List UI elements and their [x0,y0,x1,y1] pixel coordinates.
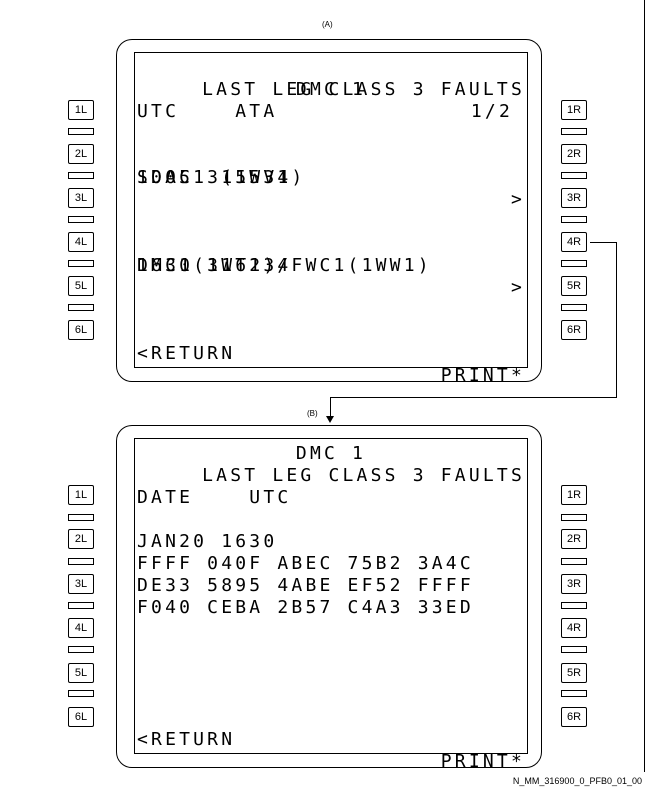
mcdu-screen-a: DMC 1 1/2 LAST LEG CLASS 3 FAULTS UTC AT… [134,52,528,386]
lsk-3r-a[interactable]: 3R [561,188,587,208]
figure-id: N_MM_316900_0_PFB0_01_00 [512,776,642,786]
lsk-slot [68,172,94,179]
fault-2-code: 1630 316234 [137,255,292,276]
lsk-slot [68,558,94,565]
connector-wire-h2 [330,397,617,399]
screen-title: DMC 1 [295,79,367,100]
date-utc-line: JAN20 1630 [137,531,278,552]
lsk-slot [561,514,587,521]
return-prompt[interactable]: <RETURN [137,343,236,364]
column-headers: DATE UTC [137,487,292,508]
lsk-1l-b[interactable]: 1L [68,485,94,505]
screen-header: LAST LEG CLASS 3 FAULTS [202,79,525,100]
lsk-slot [68,216,94,223]
lsk-slot [68,128,94,135]
lsk-4l-a[interactable]: 4L [68,232,94,252]
lsk-slot [561,172,587,179]
screen-header: LAST LEG CLASS 3 FAULTS [202,465,525,486]
lsk-slot [68,646,94,653]
hex-row: DE33 5895 4ABE EF52 FFFF [137,575,474,596]
lsk-slot [561,690,587,697]
lsk-4r-a[interactable]: 4R [561,232,587,252]
lsk-slot [68,260,94,267]
lsk-slot [561,304,587,311]
lsk-slot [68,304,94,311]
lsk-5r-b[interactable]: 5R [561,663,587,683]
lsk-slot [561,260,587,267]
print-prompt[interactable]: PRINT* [440,751,525,772]
lsk-slot [561,602,587,609]
lsk-1l-a[interactable]: 1L [68,100,94,120]
lsk-slot [561,646,587,653]
lsk-slot [561,216,587,223]
lsk-1r-a[interactable]: 1R [561,100,587,120]
fault-1-arrow[interactable]: > [510,189,525,210]
mcdu-screen-b: DMC 1 LAST LEG CLASS 3 FAULTS DATE UTC J… [134,438,528,772]
lsk-6r-b[interactable]: 6R [561,707,587,727]
print-prompt[interactable]: PRINT* [440,365,525,386]
caption-a: (A) [322,20,333,29]
connector-wire-v1 [616,242,618,398]
hex-row: F040 CEBA 2B57 C4A3 33ED [137,597,474,618]
lsk-slot [561,558,587,565]
connector-arrowhead [326,416,334,423]
lsk-3l-b[interactable]: 3L [68,574,94,594]
lsk-5r-a[interactable]: 5R [561,276,587,296]
column-headers: UTC ATA [137,101,278,122]
return-prompt[interactable]: <RETURN [137,729,236,750]
lsk-slot [68,602,94,609]
page-number: 1/2 [470,101,513,122]
fault-2-source: DMC1(1WT1)/FWC1(1WW1) [137,255,432,276]
lsk-3r-b[interactable]: 3R [561,574,587,594]
lsk-6l-b[interactable]: 6L [68,707,94,727]
fault-1-code: 1005 315534 [137,167,292,188]
border-line [644,0,645,772]
lsk-6r-a[interactable]: 6R [561,320,587,340]
fault-2-arrow[interactable]: > [510,277,525,298]
lsk-2r-b[interactable]: 2R [561,529,587,549]
lsk-4l-b[interactable]: 4L [68,618,94,638]
fault-1-source: SDAC1 (1WV1) [137,167,306,188]
lsk-3l-a[interactable]: 3L [68,188,94,208]
lsk-5l-b[interactable]: 5L [68,663,94,683]
lsk-slot [68,690,94,697]
lsk-1r-b[interactable]: 1R [561,485,587,505]
lsk-slot [68,514,94,521]
lsk-2l-a[interactable]: 2L [68,144,94,164]
lsk-2r-a[interactable]: 2R [561,144,587,164]
lsk-4r-b[interactable]: 4R [561,618,587,638]
hex-row: FFFF 040F ABEC 75B2 3A4C [137,553,474,574]
screen-title: DMC 1 [295,443,367,464]
lsk-slot [561,128,587,135]
connector-wire-v2 [330,397,332,417]
lsk-2l-b[interactable]: 2L [68,529,94,549]
lsk-6l-a[interactable]: 6L [68,320,94,340]
connector-wire-h1 [590,242,617,244]
lsk-5l-a[interactable]: 5L [68,276,94,296]
caption-b: (B) [307,409,318,418]
